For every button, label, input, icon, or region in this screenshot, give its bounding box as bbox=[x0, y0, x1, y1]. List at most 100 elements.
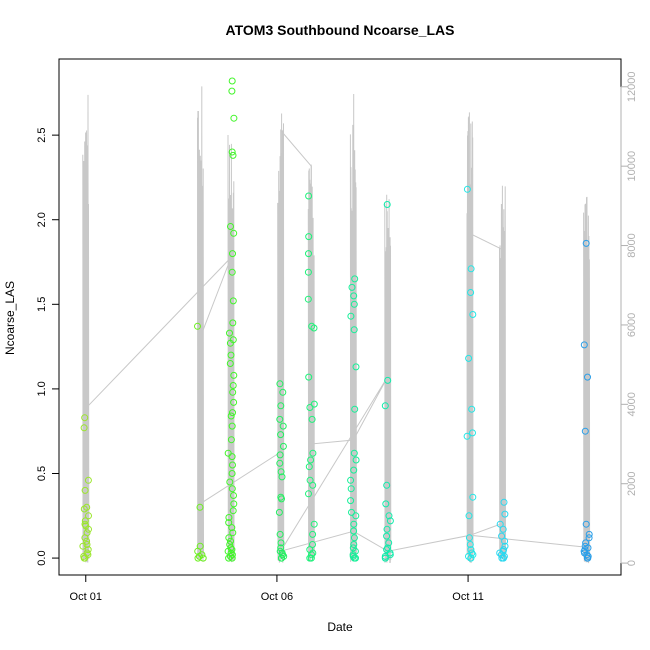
data-point bbox=[279, 551, 287, 559]
data-point bbox=[81, 554, 89, 562]
data-point bbox=[580, 341, 588, 349]
data-point bbox=[465, 512, 473, 520]
data-point bbox=[310, 520, 318, 528]
data-point bbox=[230, 371, 238, 379]
data-point bbox=[80, 424, 88, 432]
data-point bbox=[348, 283, 356, 291]
secondary-series bbox=[82, 86, 591, 564]
data-point bbox=[349, 544, 357, 552]
secondary-burst-line bbox=[277, 113, 285, 563]
data-point bbox=[226, 360, 234, 367]
data-point bbox=[278, 473, 286, 481]
x-tick-label: Oct 01 bbox=[70, 591, 102, 603]
data-point bbox=[228, 524, 236, 532]
data-point bbox=[228, 546, 236, 554]
x-tick-label: Oct 06 bbox=[261, 591, 293, 603]
data-point bbox=[467, 554, 475, 562]
data-point bbox=[230, 398, 238, 406]
y-tick-label: 1.0 bbox=[36, 381, 48, 396]
data-point bbox=[347, 476, 355, 484]
chart-title: ATOM3 Southbound Ncoarse_LAS bbox=[226, 22, 455, 38]
data-point bbox=[277, 402, 285, 410]
data-point bbox=[469, 429, 476, 437]
data-point bbox=[225, 534, 233, 542]
data-point bbox=[496, 520, 504, 528]
data-point bbox=[230, 114, 238, 122]
data-point bbox=[383, 201, 391, 208]
data-point bbox=[350, 541, 358, 548]
data-point bbox=[228, 77, 236, 85]
data-point bbox=[277, 539, 285, 547]
x-axis-label: Date bbox=[327, 620, 353, 634]
data-point bbox=[227, 351, 235, 359]
data-point bbox=[350, 292, 358, 300]
data-point bbox=[229, 409, 236, 417]
data-point bbox=[228, 485, 236, 493]
data-point bbox=[227, 436, 235, 444]
data-point bbox=[581, 427, 589, 435]
y-tick-label: 2.0 bbox=[36, 212, 48, 227]
data-point bbox=[585, 534, 593, 542]
data-point bbox=[228, 453, 236, 461]
secondary-burst-line bbox=[583, 196, 591, 564]
data-point bbox=[347, 497, 355, 505]
data-point bbox=[347, 312, 355, 320]
data-point bbox=[469, 551, 477, 559]
data-point bbox=[277, 468, 285, 476]
data-point bbox=[83, 537, 91, 545]
secondary-burst-line bbox=[82, 94, 90, 563]
y-tick-label: 1.5 bbox=[36, 297, 48, 312]
data-point bbox=[305, 192, 313, 200]
data-point bbox=[583, 551, 591, 559]
data-point bbox=[229, 382, 237, 389]
data-point bbox=[276, 530, 284, 538]
data-point bbox=[84, 476, 92, 484]
y2-tick-label: 6000 bbox=[626, 313, 638, 337]
data-point bbox=[582, 520, 590, 528]
data-point bbox=[79, 542, 87, 550]
secondary-burst-line bbox=[466, 112, 474, 564]
data-point bbox=[229, 151, 237, 159]
data-point bbox=[228, 422, 236, 430]
data-point bbox=[310, 400, 318, 408]
data-point bbox=[226, 552, 234, 560]
data-point bbox=[194, 554, 202, 562]
data-point bbox=[279, 388, 287, 396]
data-point bbox=[384, 376, 392, 384]
data-point bbox=[309, 530, 317, 538]
data-point bbox=[499, 547, 507, 555]
data-point bbox=[277, 544, 285, 552]
y2-tick-label: 0 bbox=[626, 560, 638, 566]
data-point bbox=[351, 275, 359, 283]
y-axis-left: 0.0 0.5 1.0 1.5 2.0 2.5 bbox=[36, 127, 60, 566]
data-point bbox=[465, 534, 473, 542]
x-axis: Oct 01 Oct 06 Oct 11 bbox=[70, 574, 484, 603]
data-point bbox=[229, 297, 237, 305]
y-tick-label: 0.5 bbox=[36, 466, 48, 481]
y2-tick-label: 8000 bbox=[626, 233, 638, 257]
data-point bbox=[279, 422, 287, 430]
data-point bbox=[195, 552, 203, 560]
data-point bbox=[350, 520, 358, 528]
data-point bbox=[305, 233, 313, 241]
secondary-connector-line bbox=[85, 129, 587, 553]
data-point bbox=[500, 554, 507, 562]
data-point bbox=[383, 525, 391, 533]
data-point bbox=[80, 505, 88, 513]
data-point bbox=[226, 478, 234, 486]
data-point bbox=[383, 481, 391, 489]
data-point bbox=[584, 373, 591, 381]
data-point bbox=[383, 532, 391, 540]
data-point bbox=[81, 534, 89, 542]
data-point bbox=[224, 449, 232, 457]
data-point bbox=[350, 554, 358, 562]
data-point bbox=[194, 322, 201, 330]
data-point bbox=[230, 229, 238, 237]
data-point bbox=[309, 481, 317, 489]
data-point bbox=[386, 551, 394, 559]
data-point bbox=[304, 268, 312, 276]
data-point bbox=[83, 541, 91, 548]
data-point bbox=[229, 250, 236, 258]
data-point bbox=[306, 554, 314, 562]
data-point bbox=[582, 239, 590, 247]
